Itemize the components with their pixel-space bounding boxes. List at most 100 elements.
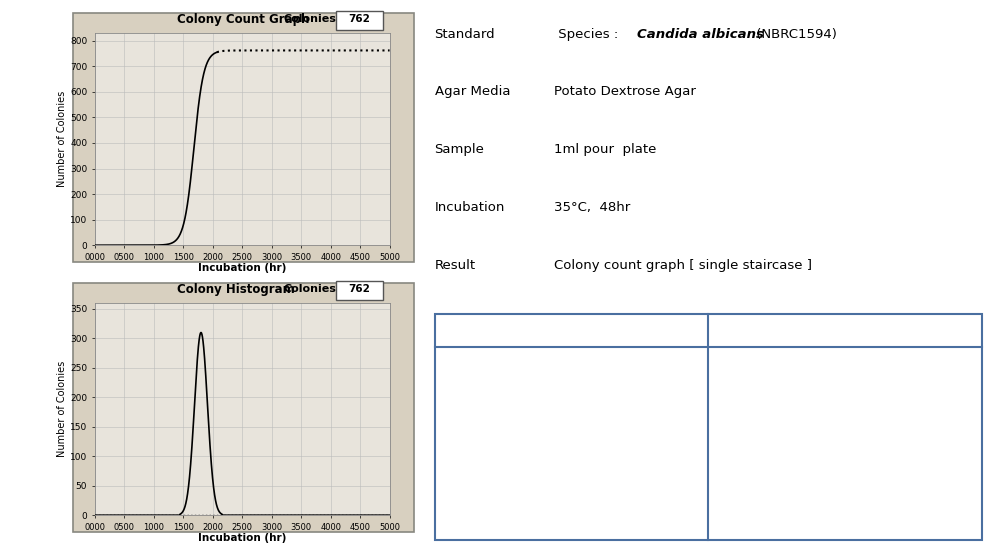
Point [586, 410, 602, 419]
Point [539, 419, 555, 428]
Point [804, 413, 820, 422]
Point [590, 476, 606, 484]
Point [866, 429, 882, 437]
Point [783, 478, 799, 487]
Point [639, 455, 655, 464]
Point [828, 455, 844, 463]
Point [828, 500, 844, 509]
Point [554, 471, 570, 479]
Text: Colony Count Graph: Colony Count Graph [178, 13, 310, 26]
Point [537, 419, 553, 428]
Point [597, 450, 613, 458]
Point [537, 411, 553, 420]
Point [560, 375, 576, 384]
Point [640, 424, 656, 433]
Point [577, 446, 593, 455]
Point [834, 438, 850, 447]
Point [599, 408, 615, 417]
Point [832, 422, 848, 430]
Point [551, 400, 567, 409]
Point [807, 458, 823, 467]
Point [558, 442, 574, 451]
Point [811, 379, 827, 388]
Point [878, 390, 894, 399]
Point [522, 495, 538, 504]
Point [528, 424, 544, 433]
Point [593, 453, 609, 462]
Point [621, 478, 637, 487]
Point [861, 497, 877, 506]
Point [869, 404, 885, 413]
Point [813, 460, 829, 469]
Point [635, 428, 651, 436]
Point [802, 497, 818, 506]
Point [788, 416, 804, 425]
Point [904, 467, 920, 476]
Point [839, 473, 855, 482]
Point [516, 392, 532, 401]
Point [770, 443, 786, 452]
Point [557, 409, 573, 418]
Point [598, 394, 614, 403]
Point [618, 458, 634, 467]
Point [793, 391, 809, 400]
Point [828, 483, 844, 491]
Point [521, 444, 537, 452]
Point [838, 414, 854, 423]
Text: Incubation: Incubation [435, 201, 504, 214]
Point [779, 404, 795, 413]
Point [594, 488, 610, 497]
Point [616, 402, 632, 411]
Point [616, 384, 632, 393]
Point [570, 403, 586, 412]
Point [532, 493, 548, 502]
Point [832, 473, 848, 482]
Point [583, 426, 599, 435]
Point [572, 388, 588, 397]
Point [559, 406, 575, 414]
Point [603, 378, 619, 387]
Point [776, 467, 792, 476]
Point [543, 381, 559, 390]
Point [521, 435, 537, 444]
Point [524, 396, 540, 404]
Point [546, 484, 562, 493]
Point [622, 389, 638, 398]
Point [795, 403, 811, 412]
Point [559, 454, 575, 463]
Point [773, 442, 789, 451]
Point [506, 433, 522, 442]
Point [605, 417, 621, 425]
Point [848, 435, 864, 444]
Point [891, 461, 907, 470]
Point [518, 468, 534, 477]
Point [501, 412, 517, 420]
Point [593, 391, 609, 399]
Point [566, 460, 582, 468]
Point [864, 432, 880, 441]
Point [563, 457, 579, 466]
Point [544, 473, 560, 482]
Point [597, 472, 613, 480]
Point [852, 508, 868, 517]
Point [511, 471, 527, 480]
Point [836, 439, 852, 448]
Point [548, 487, 564, 496]
Point [534, 404, 550, 413]
Point [778, 410, 794, 419]
Point [623, 451, 639, 460]
Point [793, 450, 809, 458]
Point [535, 443, 551, 452]
Point [857, 388, 873, 397]
Point [544, 471, 560, 479]
Point [606, 396, 622, 405]
Point [558, 398, 574, 407]
Point [531, 403, 547, 412]
Point [770, 403, 786, 412]
Point [888, 466, 904, 474]
Point [863, 434, 879, 442]
Point [856, 422, 872, 430]
Point [865, 388, 881, 397]
Point [569, 470, 585, 479]
Point [513, 392, 529, 401]
